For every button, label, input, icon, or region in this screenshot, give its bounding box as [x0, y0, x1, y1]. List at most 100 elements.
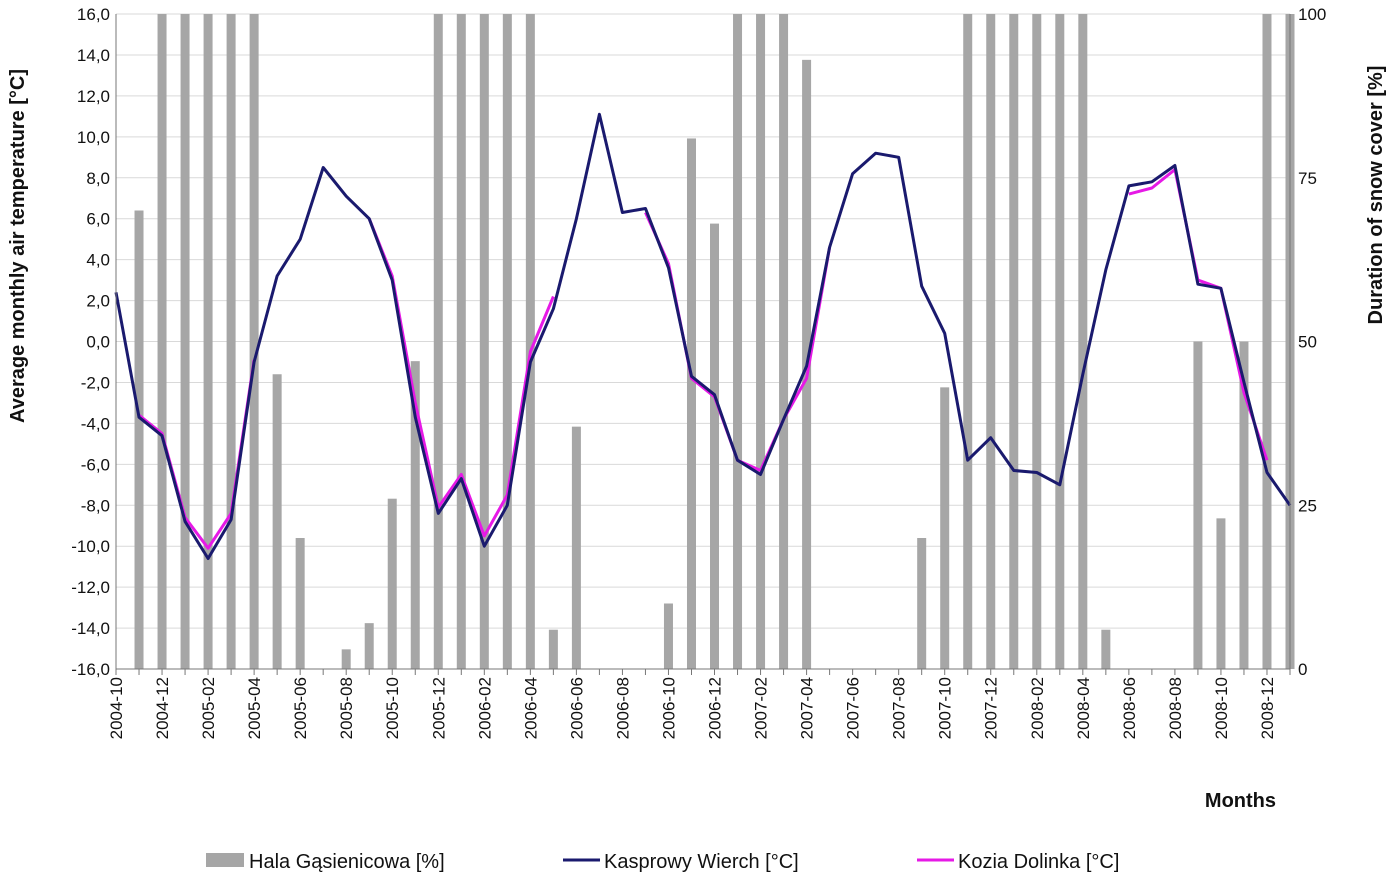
x-tick-label: 2006-04: [521, 677, 540, 739]
legend-swatch-bar: [206, 853, 244, 867]
y-tick-label: -16,0: [71, 660, 110, 679]
left-y-tick-labels: 16,0 14,0 12,0 10,0 8,0 6,0 4,0 2,0 0,0 -2,0 -4,0 -…: [71, 5, 110, 679]
bar: [387, 498, 397, 669]
x-tick-label: 2005-12: [429, 677, 448, 739]
bar: [134, 210, 144, 669]
x-tick-label: 2007-08: [890, 677, 909, 739]
y-tick-label: -14,0: [71, 619, 110, 638]
y2-tick-label: 25: [1298, 496, 1317, 515]
x-tick-label: 2008-08: [1166, 677, 1185, 739]
x-tick-label: 2008-06: [1120, 677, 1139, 739]
bar: [226, 14, 236, 669]
x-tick-label: 2005-06: [291, 677, 310, 739]
y-tick-label: 6,0: [86, 210, 110, 229]
x-tick-label: 2008-12: [1258, 677, 1277, 739]
bar: [272, 374, 282, 669]
y-tick-label: -10,0: [71, 537, 110, 556]
x-tick-label: 2008-04: [1074, 677, 1093, 739]
x-tick-label: 2007-10: [936, 677, 955, 739]
bar: [157, 14, 167, 669]
bar: [1216, 518, 1226, 669]
bar: [663, 603, 673, 669]
x-tick-label: 2005-04: [245, 677, 264, 739]
y2-tick-label: 100: [1298, 5, 1326, 24]
y-tick-label: 14,0: [77, 46, 110, 65]
grid-lines: [116, 13, 1290, 670]
bar: [940, 387, 950, 669]
legend-label-kozia-dolinka: Kozia Dolinka [°C]: [958, 851, 1119, 873]
y-tick-label: 2,0: [86, 292, 110, 311]
bar: [710, 223, 720, 669]
x-tick-label: 2005-02: [199, 677, 218, 739]
bar: [203, 14, 213, 669]
x-tick-label: 2006-08: [613, 677, 632, 739]
y-tick-label: 0,0: [86, 333, 110, 352]
legend-item-kozia-dolinka: Kozia Dolinka [°C]: [917, 851, 1119, 873]
bar: [502, 14, 512, 669]
x-tick-label: 2008-10: [1212, 677, 1231, 739]
x-tick-label: 2007-06: [844, 677, 863, 739]
bar: [1193, 341, 1203, 669]
bar: [571, 426, 581, 669]
kasprowy-wierch-line: [114, 112, 1292, 560]
y-tick-label: 4,0: [86, 251, 110, 270]
x-tick-label: 2007-04: [798, 677, 817, 739]
bar: [686, 138, 696, 669]
x-tick-label: 2008-02: [1028, 677, 1047, 739]
bar: [1239, 341, 1249, 669]
y2-tick-label: 0: [1298, 660, 1307, 679]
bar: [733, 14, 743, 669]
bar: [433, 14, 443, 669]
bar: [479, 14, 489, 669]
legend-label-kasprowy-wierch: Kasprowy Wierch [°C]: [604, 851, 799, 873]
y-tick-label: 10,0: [77, 128, 110, 147]
temperature-lines: [114, 112, 1292, 560]
bar: [525, 14, 535, 669]
y-tick-label: 16,0: [77, 5, 110, 24]
x-tick-label: 2006-06: [567, 677, 586, 739]
bar: [779, 14, 789, 669]
kozia-dolinka-line: [138, 359, 256, 550]
x-tick-label: 2006-10: [660, 677, 679, 739]
x-axis-title: Months: [1205, 790, 1276, 812]
y-tick-label: -12,0: [71, 578, 110, 597]
bar: [986, 14, 996, 669]
y-tick-label: 8,0: [86, 169, 110, 188]
y-tick-label: -2,0: [81, 373, 110, 392]
bar: [249, 14, 259, 669]
bar: [756, 14, 766, 669]
y-tick-label: -4,0: [81, 414, 110, 433]
bar: [180, 14, 190, 669]
y-tick-label: 12,0: [77, 87, 110, 106]
axes: [115, 14, 1291, 675]
bar: [364, 623, 374, 669]
legend: Hala Gąsienicowa [%] Kasprowy Wierch [°C…: [206, 851, 1119, 873]
x-tick-label: 2004-12: [153, 677, 172, 739]
x-tick-label: 2006-02: [475, 677, 494, 739]
bar: [1262, 14, 1272, 669]
bar: [1055, 14, 1065, 669]
right-y-tick-labels: 100 75 50 25 0: [1298, 5, 1326, 679]
x-tick-label: 2005-08: [337, 677, 356, 739]
bar: [963, 14, 973, 669]
legend-item-kasprowy-wierch: Kasprowy Wierch [°C]: [563, 851, 799, 873]
bar: [295, 538, 305, 669]
y-tick-label: -6,0: [81, 455, 110, 474]
x-tick-label: 2005-10: [383, 677, 402, 739]
bar: [548, 629, 558, 669]
y-tick-label: -8,0: [81, 496, 110, 515]
x-tick-label: 2007-02: [752, 677, 771, 739]
x-tick-label: 2006-12: [706, 677, 725, 739]
y2-axis-title: Duration of snow cover [%]: [1365, 66, 1387, 325]
x-tick-label: 2007-12: [982, 677, 1001, 739]
y2-tick-label: 75: [1298, 169, 1317, 188]
bar: [410, 361, 420, 669]
bar: [1101, 629, 1111, 669]
bar: [1078, 14, 1088, 669]
bar: [456, 14, 466, 669]
bar: [1009, 14, 1019, 669]
y-axis-title: Average monthly air temperature [°C]: [7, 69, 29, 423]
y2-tick-label: 50: [1298, 333, 1317, 352]
bar: [1032, 14, 1042, 669]
